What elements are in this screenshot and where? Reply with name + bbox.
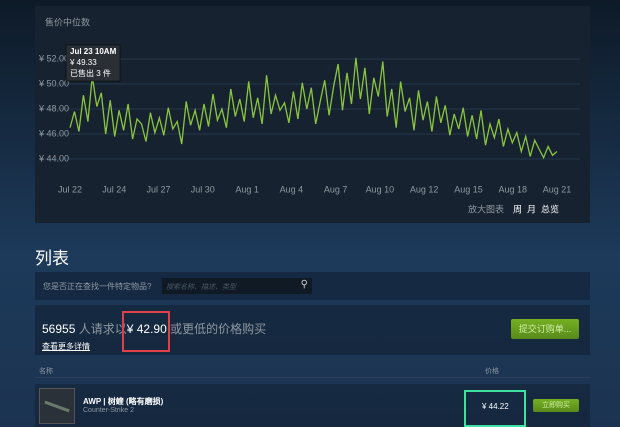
price-line (70, 58, 557, 158)
x-tick-label: Aug 4 (280, 184, 304, 194)
page: 售价中位数 ¥ 44.00 ¥ 46.00 ¥ 48.00 ¥ 50.00 ¥ 52.0… (0, 0, 620, 427)
search-question: 您是否正在查找一件特定物品? (43, 281, 151, 292)
buy-order-button[interactable]: 提交订购单... (511, 319, 579, 339)
zoom-label: 放大图表 (468, 203, 504, 214)
buy-order-count: 56955 (42, 322, 75, 336)
x-tick-label: Aug 10 (366, 184, 395, 194)
x-tick-label: Aug 1 (235, 184, 259, 194)
x-tick-label: Jul 30 (191, 184, 215, 194)
buy-order-before: 人请求以 (79, 322, 127, 336)
item-image (39, 388, 75, 424)
chart-title: 售价中位数 (45, 16, 90, 27)
x-tick-label: Aug 15 (454, 184, 483, 194)
header-price: 价格 (485, 366, 499, 376)
buy-now-button[interactable]: 立即购买 (533, 399, 579, 412)
highlight-box (122, 311, 170, 352)
zoom-option[interactable]: 周 (513, 204, 522, 214)
y-tick-label: ¥ 50.00 (38, 78, 69, 88)
tooltip-sold: 已售出 3 件 (70, 68, 111, 78)
search-row: 您是否正在查找一件特定物品? 搜索名称、描述、类型 ⚲ (35, 272, 590, 300)
search-input[interactable]: 搜索名称、描述、类型 ⚲ (162, 278, 312, 294)
search-placeholder: 搜索名称、描述、类型 (166, 282, 236, 292)
x-tick-label: Aug 12 (410, 184, 439, 194)
x-tick-label: Aug 7 (324, 184, 348, 194)
item-rifle (44, 401, 69, 413)
item-game: Counter-Strike 2 (83, 407, 134, 414)
search-icon[interactable]: ⚲ (301, 279, 308, 290)
item-name[interactable]: AWP | 树蝰 (略有磨损) (83, 396, 163, 407)
x-tick-label: Jul 22 (58, 184, 82, 194)
price-chart: 售价中位数 ¥ 44.00 ¥ 46.00 ¥ 48.00 ¥ 50.00 ¥ 52.0… (35, 8, 590, 223)
y-tick-label: ¥ 52.00 (38, 53, 69, 63)
y-tick-label: ¥ 44.00 (38, 153, 69, 163)
details-link[interactable]: 查看更多详情 (42, 341, 90, 352)
tooltip-date: Jul 23 10AM (70, 47, 117, 56)
table-header: 名称 价格 (35, 363, 590, 378)
buy-order-box: 56955 人请求以¥ 42.90 或更低的价格购买 查看更多详情 提交订购单.… (35, 305, 590, 355)
listings-title: 列表 (35, 244, 69, 269)
highlight-box (464, 390, 526, 427)
tooltip-price: ¥ 49.33 (69, 58, 97, 67)
zoom-option[interactable]: 总览 (541, 203, 559, 214)
x-tick-label: Aug 21 (543, 184, 572, 194)
buy-order-after: 或更低的价格购买 (170, 322, 266, 336)
x-tick-label: Jul 27 (147, 184, 171, 194)
x-tick-label: Aug 18 (498, 184, 527, 194)
zoom-option[interactable]: 月 (527, 204, 536, 214)
y-tick-label: ¥ 48.00 (38, 103, 69, 113)
y-tick-label: ¥ 46.00 (38, 128, 69, 138)
x-tick-label: Jul 24 (102, 184, 126, 194)
header-name: 名称 (39, 366, 53, 376)
